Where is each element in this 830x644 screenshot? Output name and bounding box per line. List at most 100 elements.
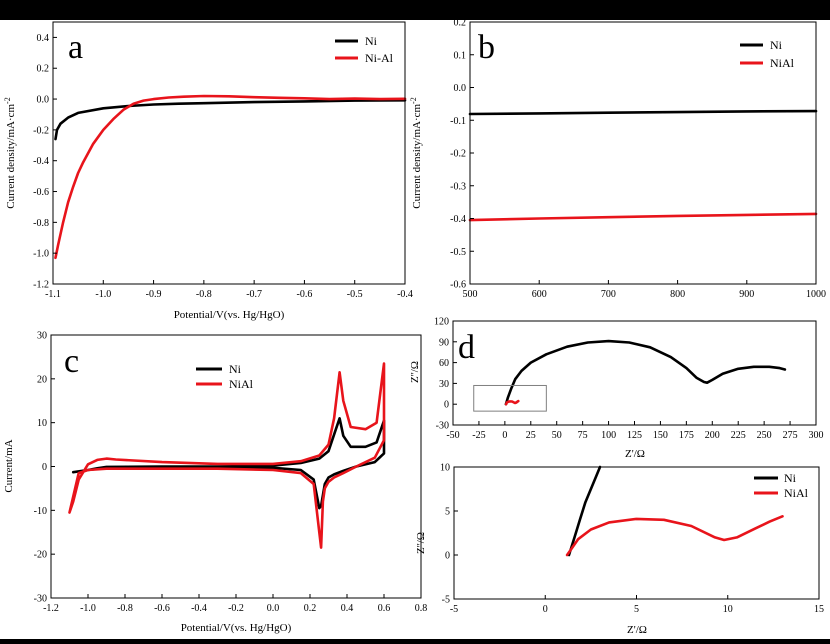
panel-d-xlabel: Z'/Ω	[625, 448, 645, 460]
panel-b-label: b	[478, 29, 495, 66]
x-tick-label: -0.4	[191, 603, 207, 614]
series-line-ni	[54, 99, 407, 141]
y-tick-label: -30	[34, 594, 47, 605]
panel-b-legend: Ni NiAl	[740, 38, 795, 70]
x-tick-label: 700	[601, 289, 616, 300]
legend-label-ni: Ni	[229, 362, 242, 376]
legend-label-nial: Ni-Al	[365, 51, 394, 65]
y-tick-label: 0	[42, 462, 47, 473]
x-tick-label: 0	[502, 430, 507, 441]
y-tick-label: 0.4	[37, 33, 50, 44]
x-tick-label: 50	[552, 430, 562, 441]
legend-label-nial: NiAl	[784, 486, 809, 500]
x-tick-label: 250	[757, 430, 772, 441]
x-tick-label: 125	[627, 430, 642, 441]
y-tick-label: 10	[440, 463, 450, 474]
panel-d-inset: -5 0 5 10 15 10 5 0 -5 Z'/Ω Z''/Ω Ni NiAl	[415, 463, 824, 637]
x-tick-label: 600	[532, 289, 547, 300]
panel-d-inset-legend: Ni NiAl	[754, 471, 809, 500]
y-tick-label: -0.3	[450, 181, 466, 192]
x-tick-label: -0.5	[347, 289, 363, 300]
x-tick-label: -0.7	[246, 289, 262, 300]
x-tick-label: -0.6	[297, 289, 313, 300]
panel-a-ylabel: Current density/mA·cm-2	[3, 97, 17, 208]
y-tick-label: -0.1	[450, 116, 466, 127]
y-tick-label: -0.6	[33, 187, 49, 198]
x-tick-label: 300	[809, 430, 824, 441]
y-tick-label: 0	[444, 400, 449, 411]
y-tick-label: 60	[439, 358, 449, 369]
x-tick-label: 5	[634, 604, 639, 615]
x-tick-label: -0.6	[154, 603, 170, 614]
panel-d-ylabel: Z''/Ω	[409, 361, 421, 383]
x-tick-label: 15	[814, 604, 824, 615]
x-tick-label: 10	[723, 604, 733, 615]
x-tick-label: 100	[601, 430, 616, 441]
x-tick-label: -50	[446, 430, 459, 441]
legend-label-ni: Ni	[770, 38, 783, 52]
x-tick-label: -1.0	[80, 603, 96, 614]
y-tick-label: 0.1	[454, 50, 467, 61]
x-tick-label: -0.8	[196, 289, 212, 300]
x-tick-label: 175	[679, 430, 694, 441]
y-tick-label: -1.0	[33, 249, 49, 260]
x-tick-label: -0.9	[146, 289, 162, 300]
x-tick-label: 800	[670, 289, 685, 300]
legend-label-ni: Ni	[784, 471, 797, 485]
panel-a-frame	[52, 21, 406, 285]
y-tick-label: 30	[439, 379, 449, 390]
panel-a-xlabel: Potential/V(vs. Hg/HgO)	[174, 309, 285, 321]
x-tick-label: 200	[705, 430, 720, 441]
y-tick-label: -1.2	[33, 280, 49, 291]
panel-a-background	[0, 20, 438, 320]
y-tick-label: 0	[445, 551, 450, 562]
x-tick-label: 500	[463, 289, 478, 300]
x-tick-label: 0.0	[267, 603, 280, 614]
x-tick-label: -1.0	[95, 289, 111, 300]
series-line-ni	[567, 465, 602, 557]
x-tick-label: 0	[543, 604, 548, 615]
legend-label-nial: NiAl	[229, 377, 254, 391]
x-tick-label: -25	[472, 430, 485, 441]
panel-c-legend: Ni NiAl	[196, 362, 254, 391]
x-tick-label: 0.2	[304, 603, 317, 614]
panel-b-ylabel-sup: -2	[409, 97, 418, 104]
x-tick-label: 0.6	[378, 603, 391, 614]
y-tick-label: -30	[436, 421, 449, 432]
legend-label-nial: NiAl	[770, 56, 795, 70]
y-tick-label: 0.0	[454, 83, 467, 94]
panel-b-ylabel: Current density/mA·cm-2	[409, 97, 423, 208]
panel-a-ylabel-text: Current density/mA·cm	[5, 104, 17, 209]
panel-a-legend: Ni Ni-Al	[335, 34, 394, 65]
series-line-nial	[68, 362, 386, 549]
y-tick-label: -20	[34, 550, 47, 561]
y-tick-label: 90	[439, 337, 449, 348]
x-tick-label: 0.8	[415, 603, 428, 614]
y-tick-label: 20	[37, 374, 47, 385]
x-tick-label: -0.2	[228, 603, 244, 614]
series-line-ni	[504, 339, 787, 406]
panel-d: -50 -25 0 25 50 75 100 125 150 175 200 225 250 275 300…	[409, 317, 824, 461]
panel-c-xlabel: Potential/V(vs. Hg/HgO)	[181, 622, 292, 634]
y-tick-label: -0.6	[450, 280, 466, 291]
y-tick-label: 0.0	[37, 95, 50, 106]
panel-b-background	[438, 20, 830, 316]
x-tick-label: 900	[739, 289, 754, 300]
series-line-nial	[565, 514, 784, 557]
panel-c-ylabel: Current/mA	[3, 439, 15, 492]
y-tick-label: 0.2	[454, 18, 467, 29]
x-tick-label: -5	[450, 604, 458, 615]
panel-d-inset-xlabel: Z'/Ω	[627, 624, 647, 636]
x-tick-label: 225	[731, 430, 746, 441]
panel-c: -1.2 -1.0 -0.8 -0.6 -0.4 -0.2 0.0 0.2 0.4 0.6 0.8 …	[3, 331, 427, 635]
x-tick-label: -0.8	[117, 603, 133, 614]
series-line-nial	[54, 94, 407, 260]
x-tick-label: 1000	[806, 289, 826, 300]
y-tick-label: -0.4	[33, 156, 49, 167]
panel-c-label: c	[64, 343, 79, 380]
panel-c-background	[0, 320, 438, 639]
panel-d-background	[438, 312, 830, 639]
panel-b: 500 600 700 800 900 1000 0.2 0.1 0.0 -0.1 -0.2 -0.…	[409, 18, 826, 301]
x-tick-label: 25	[526, 430, 536, 441]
